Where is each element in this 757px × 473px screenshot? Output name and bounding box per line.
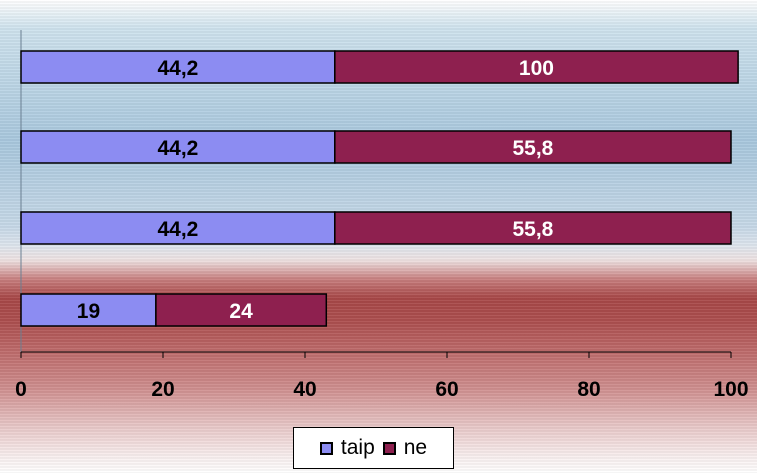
x-tick-label: 60	[435, 378, 458, 401]
bar-ne	[334, 130, 732, 164]
data-label-ne: 100	[519, 57, 554, 80]
legend: taip ne	[293, 427, 454, 469]
bar-ne	[155, 293, 328, 327]
x-tick-label: 40	[293, 378, 316, 401]
x-tick-label: 0	[15, 378, 27, 401]
legend-item-taip: taip	[319, 436, 375, 460]
bar-taip	[20, 293, 157, 327]
data-label-taip: 44,2	[157, 57, 198, 80]
legend-label-taip: taip	[340, 436, 375, 459]
x-tick-label: 20	[151, 378, 174, 401]
data-label-ne: 55,8	[512, 137, 553, 160]
bar-ne	[334, 211, 732, 245]
bar-ne	[334, 50, 739, 84]
data-label-taip: 44,2	[157, 218, 198, 241]
data-label-taip: 19	[77, 300, 100, 323]
data-label-ne: 55,8	[512, 218, 553, 241]
legend-label-ne: ne	[403, 436, 428, 459]
legend-swatch-ne	[382, 441, 396, 455]
x-tick-label: 100	[713, 378, 748, 401]
bar-taip	[20, 50, 336, 84]
data-label-ne: 24	[229, 300, 253, 323]
data-label-taip: 44,2	[157, 137, 198, 160]
legend-swatch-taip	[319, 441, 333, 455]
bar-taip	[20, 211, 336, 245]
legend-item-ne: ne	[382, 436, 428, 460]
x-tick-label: 80	[577, 378, 600, 401]
